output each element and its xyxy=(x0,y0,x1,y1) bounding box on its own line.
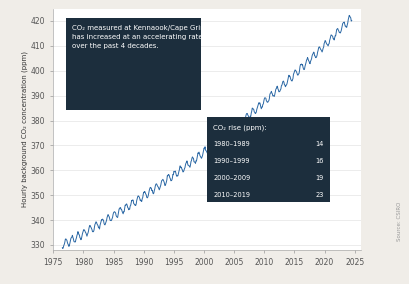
Text: 2010–2019: 2010–2019 xyxy=(213,192,249,198)
Text: 1980–1989: 1980–1989 xyxy=(213,141,249,147)
FancyBboxPatch shape xyxy=(65,18,200,110)
Text: 23: 23 xyxy=(315,192,323,198)
Text: 1990–1999: 1990–1999 xyxy=(213,158,249,164)
Y-axis label: Hourly background CO₂ concentration (ppm): Hourly background CO₂ concentration (ppm… xyxy=(21,51,27,207)
Text: CO₂ measured at Kennaook/Cape Grim
has increased at an accelerating rate
over th: CO₂ measured at Kennaook/Cape Grim has i… xyxy=(72,26,206,49)
Text: 16: 16 xyxy=(315,158,323,164)
FancyBboxPatch shape xyxy=(207,117,329,202)
Text: 2000–2009: 2000–2009 xyxy=(213,175,250,181)
Text: 14: 14 xyxy=(315,141,323,147)
Text: Source: CSIRO: Source: CSIRO xyxy=(396,202,401,241)
Text: 19: 19 xyxy=(315,175,323,181)
Text: CO₂ rise (ppm):: CO₂ rise (ppm): xyxy=(213,124,266,131)
